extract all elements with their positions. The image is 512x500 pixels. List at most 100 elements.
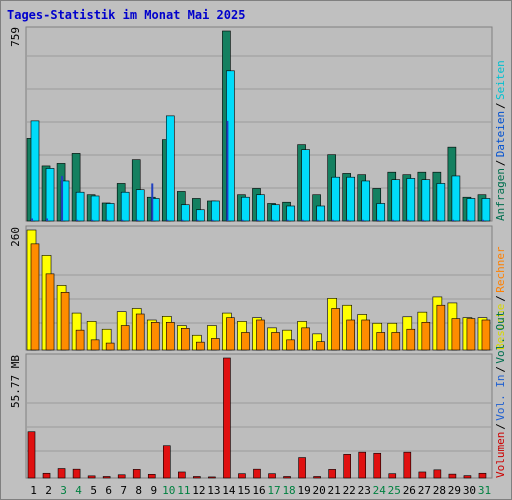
x-tick-label: 3: [60, 484, 67, 497]
bar-seiten: [466, 219, 469, 221]
bar-volumen: [162, 445, 171, 479]
bar-rechner: [105, 342, 115, 351]
bar-volumen: [132, 469, 141, 479]
bar-volumen: [42, 472, 51, 479]
legend-volumen: Volumen: [494, 432, 507, 478]
x-tick-label: 14: [222, 484, 236, 497]
bar-seiten: [331, 219, 334, 221]
bar-seiten: [136, 219, 139, 221]
legend-separator: /: [494, 160, 507, 167]
legend-seiten: Seiten: [494, 60, 507, 100]
bar-rechner: [30, 243, 40, 351]
bar-volumen: [72, 468, 81, 479]
bar-dateien: [346, 176, 355, 222]
bar-dateien: [241, 196, 250, 222]
x-tick-label: 8: [135, 484, 142, 497]
bar-volumen: [87, 475, 96, 479]
bar-rechner: [211, 338, 220, 351]
x-tick-label: 17: [267, 484, 280, 497]
legend-anfragen: Anfragen: [494, 168, 507, 221]
bar-rechner: [466, 318, 476, 351]
bar-dateien: [120, 191, 130, 222]
bar-volumen: [178, 471, 186, 479]
x-tick-label: 9: [150, 484, 157, 497]
bar-seiten: [481, 219, 484, 221]
bar-rechner: [150, 322, 160, 351]
bar-rechner: [271, 332, 280, 351]
legend-besuche: Besuche: [494, 304, 507, 350]
bar-seiten: [196, 219, 199, 221]
bar-volumen: [358, 451, 367, 479]
bar-rechner: [226, 317, 235, 351]
bar-volumen: [253, 468, 261, 479]
x-tick-label: 23: [358, 484, 371, 497]
bar-volumen: [117, 474, 126, 479]
bar-dateien: [316, 205, 325, 222]
bar-seiten: [151, 183, 154, 221]
bar-seiten: [376, 219, 379, 221]
bar-dateien: [451, 175, 461, 222]
legend-separator: /: [494, 423, 507, 430]
x-tick-label: 11: [177, 484, 190, 497]
x-tick-label: 26: [403, 484, 416, 497]
bar-rechner: [361, 319, 371, 351]
bar-rechner: [75, 329, 85, 351]
bar-dateien: [45, 168, 55, 222]
bar-seiten: [451, 219, 454, 221]
bar-dateien: [105, 203, 115, 222]
bar-seiten: [106, 219, 109, 221]
bar-rechner: [90, 339, 100, 351]
bar-volumen: [433, 469, 442, 479]
bar-volumen: [57, 468, 66, 479]
bar-dateien: [256, 194, 265, 222]
x-tick-label: 22: [343, 484, 356, 497]
x-tick-label: 15: [237, 484, 250, 497]
bar-dateien: [30, 120, 40, 222]
bar-volumen: [223, 357, 231, 479]
bar-seiten: [121, 219, 124, 221]
x-tick-label: 4: [75, 484, 82, 497]
x-tick-label: 24: [373, 484, 387, 497]
bar-volumen: [403, 451, 412, 479]
x-tick-label: 16: [252, 484, 265, 497]
bar-rechner: [256, 319, 265, 351]
bar-volumen: [268, 473, 276, 479]
legend-rechner: Rechner: [494, 246, 507, 293]
bar-dateien: [90, 195, 100, 222]
bar-seiten: [286, 219, 289, 221]
bar-volumen: [238, 473, 246, 479]
bar-seiten: [61, 175, 64, 221]
bar-dateien: [301, 149, 310, 222]
x-tick-label: 1: [30, 484, 37, 497]
max-label-volume: 55.77 MB: [9, 355, 22, 408]
x-tick-label: 7: [120, 484, 127, 497]
bar-volumen: [193, 476, 201, 479]
legend-separator: /: [494, 366, 507, 373]
bar-seiten: [166, 219, 169, 221]
bar-seiten: [316, 219, 319, 221]
bar-volumen: [418, 471, 427, 479]
x-tick-label: 20: [313, 484, 326, 497]
bar-seiten: [91, 219, 94, 221]
x-tick-label: 18: [282, 484, 295, 497]
bar-volumen: [328, 469, 336, 479]
bar-rechner: [196, 341, 205, 351]
bar-seiten: [76, 219, 79, 221]
bar-rechner: [331, 308, 340, 351]
bar-volumen: [343, 454, 351, 479]
x-tick-label: 2: [45, 484, 52, 497]
bar-dateien: [436, 183, 446, 222]
x-tick-label: 27: [418, 484, 431, 497]
bar-seiten: [256, 219, 259, 221]
bar-seiten: [226, 120, 229, 221]
x-tick-label: 25: [388, 484, 401, 497]
bar-seiten: [46, 218, 49, 221]
x-tick-label: 31: [478, 484, 491, 497]
bar-volumen: [373, 452, 382, 479]
bar-dateien: [181, 204, 190, 222]
bar-seiten: [421, 219, 424, 221]
bar-rechner: [181, 328, 190, 351]
x-tick-label: 30: [463, 484, 476, 497]
legend-vol-out: Vol. Out: [494, 311, 507, 364]
